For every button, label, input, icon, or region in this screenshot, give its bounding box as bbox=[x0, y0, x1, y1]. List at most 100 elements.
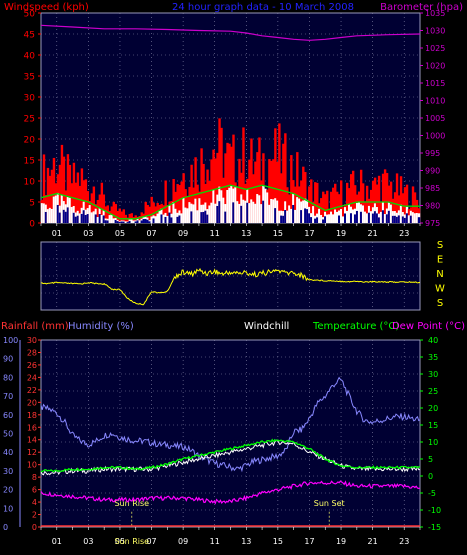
wind-lull-bar bbox=[40, 203, 44, 223]
windspeed-bar bbox=[353, 185, 357, 223]
wind-calm-bar bbox=[118, 221, 121, 223]
humidity-tick-label: 90 bbox=[3, 355, 13, 364]
temperature-tick-label: -10 bbox=[428, 506, 441, 515]
windspeed-bar bbox=[274, 128, 277, 223]
temperature-tick-label: 20 bbox=[428, 404, 438, 413]
wind-calm-bar bbox=[282, 215, 285, 223]
wind-lull-bar bbox=[288, 205, 291, 223]
windspeed-bar bbox=[202, 163, 205, 223]
windspeed-bar bbox=[351, 170, 355, 223]
barometer-tick-label: 1015 bbox=[425, 79, 445, 88]
wind-calm-bar bbox=[405, 213, 409, 223]
temperature-panel-axes: 0102030405060708090100024681012141618202… bbox=[3, 336, 441, 546]
windspeed-bar bbox=[294, 186, 297, 223]
windspeed-bar bbox=[395, 173, 399, 223]
rainfall-tick-label: 18 bbox=[27, 411, 37, 420]
wind-lull-bar bbox=[345, 210, 349, 223]
wind-lull-bar bbox=[234, 187, 237, 223]
wind-lull-bar bbox=[413, 213, 417, 223]
wind-lull-bar bbox=[124, 221, 127, 223]
windspeed-bar bbox=[314, 182, 317, 223]
windspeed-tick-label: 35 bbox=[24, 73, 35, 83]
wind-lull-bar bbox=[336, 211, 339, 223]
temperature-tick-label: 15 bbox=[428, 421, 438, 430]
rainfall-tick-label: 28 bbox=[27, 348, 37, 357]
windspeed-bar bbox=[118, 208, 121, 223]
windspeed-bar bbox=[401, 193, 405, 223]
temp-x-tick-label: 13 bbox=[241, 537, 251, 546]
wind-lull-bar bbox=[88, 205, 92, 223]
barometer-tick-label: 1020 bbox=[425, 62, 445, 71]
windspeed-bar bbox=[90, 193, 94, 223]
wind-lull-bar bbox=[156, 213, 159, 223]
humidity-tick-label: 70 bbox=[3, 392, 13, 401]
windspeed-bar bbox=[383, 169, 387, 223]
wind-lull-bar bbox=[198, 198, 201, 223]
barometer-line bbox=[40, 24, 421, 41]
wind-lull-bar bbox=[42, 203, 46, 223]
windspeed-bar bbox=[326, 190, 329, 223]
wind-lull-bar bbox=[320, 214, 323, 223]
rainfall-tick-label: 2 bbox=[32, 511, 37, 520]
windspeed-bar bbox=[126, 217, 129, 223]
windspeed-bar bbox=[86, 191, 90, 223]
windspeed-bar bbox=[224, 153, 227, 223]
wind-calm-bar bbox=[397, 215, 401, 223]
wind-lull-bar bbox=[60, 195, 64, 223]
sun-annotations: Sun Rise Sun Set bbox=[114, 499, 345, 527]
wind-calm-bar bbox=[170, 217, 173, 223]
windspeed-bar bbox=[242, 127, 245, 223]
wind-lull-bar bbox=[130, 219, 133, 223]
temperature-axis-title: Temperature (°C) bbox=[312, 321, 399, 332]
windspeed-bar bbox=[220, 127, 223, 223]
windspeed-bar bbox=[106, 205, 110, 223]
wind-calm-bar bbox=[82, 210, 86, 223]
temperature-panel-plot-area bbox=[40, 339, 421, 528]
compass-label: N bbox=[436, 269, 443, 280]
wind-lull-bar bbox=[162, 214, 165, 223]
windspeed-tick-label: 10 bbox=[24, 178, 36, 188]
wind-lull-bar bbox=[369, 211, 373, 223]
windspeed-bar bbox=[254, 161, 257, 223]
sun-rise-bottom-label: Sun Rise bbox=[114, 537, 149, 546]
wind-lull-bar bbox=[252, 201, 255, 223]
wind-lull-bar bbox=[415, 212, 419, 223]
windchill-axis-title: Windchill bbox=[244, 321, 289, 332]
windspeed-bar bbox=[210, 159, 213, 223]
temperature-tick-label: 40 bbox=[428, 336, 438, 345]
barometer-tick-label: 1030 bbox=[425, 27, 445, 36]
windspeed-bar bbox=[132, 217, 135, 223]
wind-x-tick-label: 13 bbox=[241, 229, 251, 238]
wind-calm-bar bbox=[284, 209, 287, 223]
wind-calm-bar bbox=[393, 215, 397, 223]
windspeed-bar bbox=[166, 205, 169, 223]
wind-calm-bar bbox=[144, 218, 147, 223]
windspeed-bar bbox=[403, 187, 407, 223]
wind-barometer-panel: 0510152025303540455097598098599099510001… bbox=[4, 2, 463, 238]
wind-calm-bar bbox=[262, 200, 265, 223]
windspeed-bar bbox=[170, 200, 173, 223]
wind-calm-bar bbox=[274, 208, 277, 223]
barometer-tick-label: 1035 bbox=[425, 9, 445, 18]
wind-lull-bar bbox=[248, 203, 251, 223]
wind-lull-bar bbox=[132, 220, 135, 223]
wind-lull-bar bbox=[182, 197, 185, 223]
wind-lull-bar bbox=[230, 185, 233, 223]
windspeed-bar bbox=[212, 149, 215, 223]
temperature-tick-label: 25 bbox=[428, 387, 438, 396]
windspeed-bar bbox=[226, 142, 229, 223]
rainfall-tick-label: 30 bbox=[27, 336, 37, 345]
windspeed-bar bbox=[72, 162, 76, 223]
wind-calm-bar bbox=[304, 208, 307, 223]
humidity-line bbox=[40, 376, 421, 473]
wind-calm-bar bbox=[190, 211, 193, 223]
windspeed-bar bbox=[66, 154, 70, 223]
wind-calm-bar bbox=[72, 212, 76, 223]
windspeed-tick-label: 30 bbox=[24, 94, 36, 104]
windspeed-bar bbox=[150, 196, 153, 223]
wind-lull-bar bbox=[188, 202, 191, 223]
wind-panel-axes: 0510152025303540455097598098599099510001… bbox=[24, 9, 446, 238]
wind-calm-bar bbox=[114, 220, 117, 223]
wind-calm-bar bbox=[116, 221, 119, 223]
